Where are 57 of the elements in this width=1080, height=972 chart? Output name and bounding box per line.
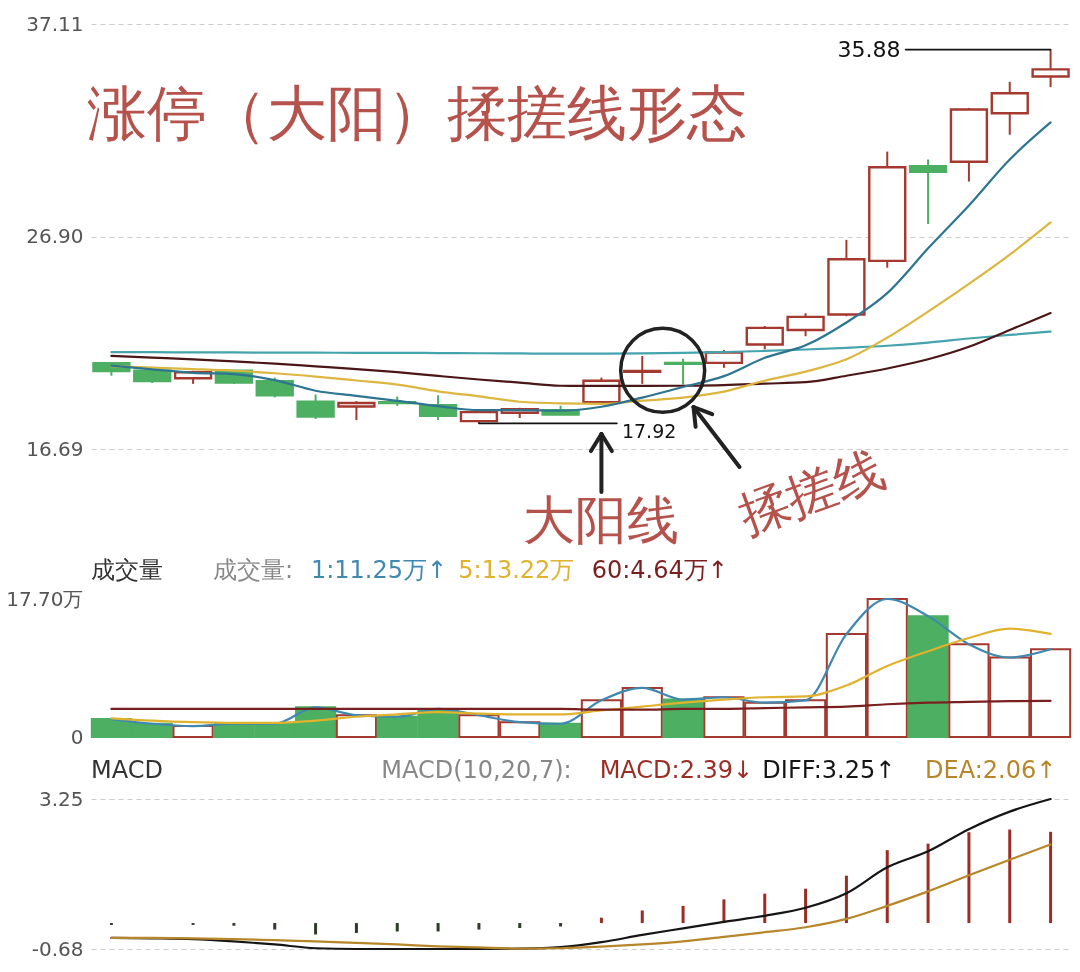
bar [926, 843, 930, 924]
y-tick-label: 16.69 [26, 436, 84, 461]
bar [314, 923, 318, 935]
bar [681, 905, 685, 924]
bar [599, 917, 603, 924]
line-series [110, 627, 1052, 725]
legend-title: MACD(10,20,7): [381, 756, 572, 784]
text: MACD:2.39↓ [599, 756, 754, 784]
bar [436, 923, 440, 932]
bar [354, 923, 358, 933]
line-series [110, 330, 1052, 355]
text: 60:4.64万↑ [591, 556, 728, 584]
bar [518, 923, 522, 929]
line-series [110, 699, 1052, 711]
line-series [110, 843, 1052, 950]
bar [539, 722, 582, 738]
bar [763, 893, 767, 924]
text: 大阳线 [523, 490, 680, 550]
bar [885, 850, 889, 924]
annotation: 35.88 [837, 36, 901, 62]
bar [395, 923, 399, 932]
line-series [110, 597, 1052, 728]
y-tick-label: 26.90 [26, 224, 84, 248]
bar [804, 888, 808, 924]
bar [232, 923, 236, 926]
candlestick [663, 357, 703, 386]
bar [1049, 831, 1053, 924]
bar [967, 832, 971, 924]
bar [907, 615, 949, 738]
y-tick-label: 17.70万 [6, 586, 84, 611]
candlestick [908, 158, 948, 226]
bar [273, 923, 277, 930]
bar [335, 714, 378, 738]
y-tick-label: -0.68 [31, 936, 84, 961]
legend-title: 成交量: [213, 556, 294, 584]
bar [559, 923, 563, 927]
bar [1008, 829, 1012, 924]
text: 1:11.25万↑ [310, 556, 448, 584]
text: 5:13.22万 [458, 556, 575, 584]
candlestick [1031, 48, 1070, 89]
y-tick-label: 3.25 [38, 786, 84, 811]
chart-title: 成交量 [91, 556, 163, 584]
text: DIFF:3.25↑ [762, 756, 896, 784]
line-series [110, 797, 1052, 951]
y-tick-label: 37.11 [26, 11, 84, 36]
text: 涨停（大阳）揉搓线形态 [87, 78, 747, 148]
annotation: 17.92 [621, 420, 677, 443]
text: DEA:2.06↑ [925, 756, 1057, 784]
line-series [110, 311, 1052, 388]
candlestick [623, 354, 662, 385]
candlestick [337, 400, 376, 422]
bar [640, 910, 644, 924]
chart-title: MACD [91, 756, 163, 784]
annotation: 揉搓线 [731, 439, 893, 546]
bar [722, 899, 726, 924]
bar [477, 923, 481, 930]
y-tick-label: 0 [70, 724, 84, 749]
